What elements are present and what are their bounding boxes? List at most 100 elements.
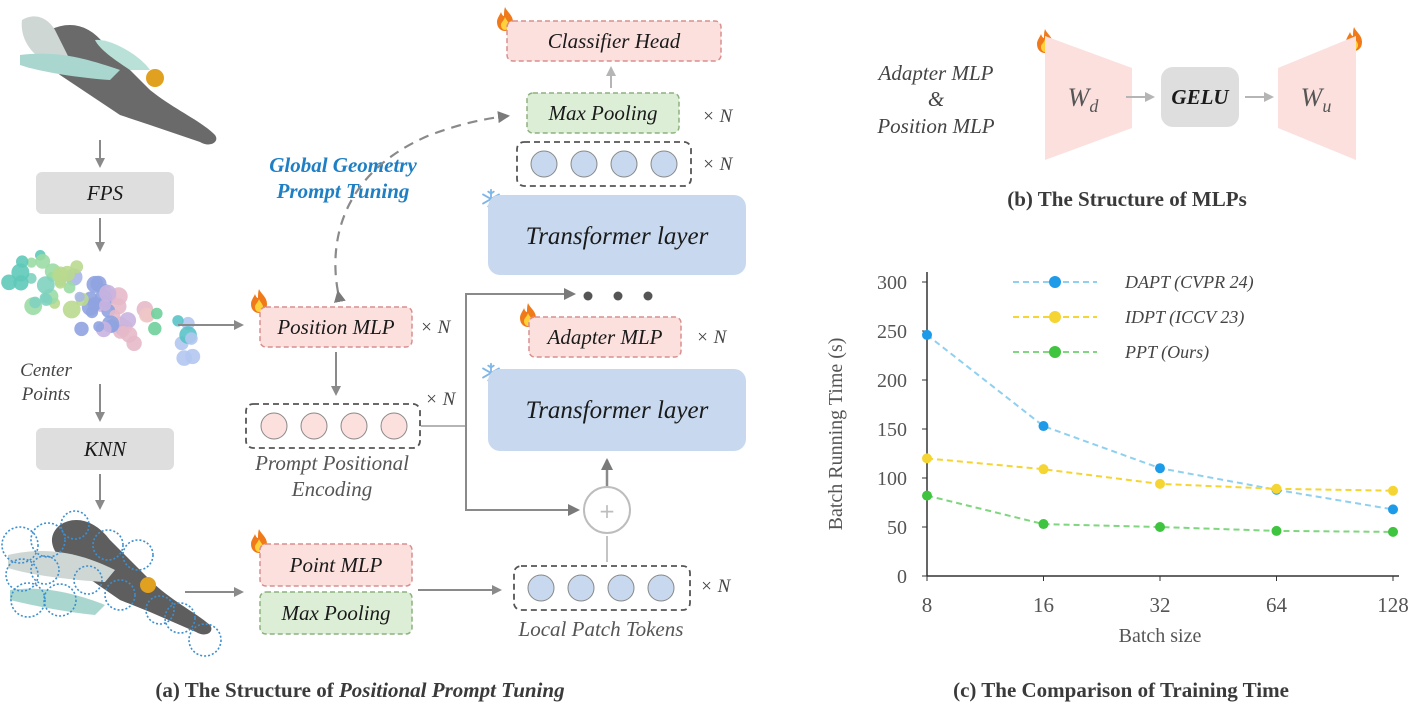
data-point — [1388, 526, 1398, 537]
center-point — [93, 321, 105, 332]
center-point — [62, 300, 81, 319]
y-axis-label: Batch Running Time (s) — [825, 338, 847, 531]
adapter-mlp-box — [528, 316, 682, 358]
legend-label: IDPT (ICCV 23) — [1124, 307, 1244, 328]
center-point — [54, 277, 66, 289]
transformer-layer-lower — [488, 369, 746, 451]
add-operator-symbol: + — [599, 499, 616, 523]
global-prompt-title-2: Prompt Tuning — [276, 179, 410, 203]
repeat-label: × N — [696, 327, 728, 348]
transformer-layer-upper — [488, 195, 746, 275]
series-line — [926, 494, 1394, 533]
x-tick-label: 32 — [1150, 593, 1171, 617]
adapter-mlp-label: Adapter MLP — [546, 325, 663, 349]
position-mlp-box — [259, 306, 413, 348]
data-point — [1271, 483, 1282, 494]
data-point — [1038, 519, 1049, 530]
airplane-patches-image — [1, 510, 222, 657]
add-operator-circle — [583, 486, 631, 534]
wu-trapezoid — [1278, 36, 1356, 160]
transformer-layer-upper-label: Transformer layer — [526, 223, 709, 250]
output-tokens-box — [516, 141, 692, 187]
fps-box — [36, 172, 174, 214]
dashed-curved-arrow — [333, 111, 510, 303]
x-axis-label: Batch size — [1119, 625, 1202, 647]
center-point — [148, 321, 162, 336]
y-tick-label: 100 — [877, 468, 907, 490]
y-tick-label: 50 — [887, 517, 907, 539]
patch-tokens-box — [513, 565, 691, 611]
center-point — [63, 281, 76, 294]
center-point — [181, 316, 195, 331]
knn-label: KNN — [83, 437, 127, 461]
prompt-encoding-box — [245, 403, 421, 449]
center-points-image — [1, 250, 201, 366]
legend-marker — [1049, 346, 1061, 358]
transformer-layer-lower-label: Transformer layer — [526, 397, 709, 424]
max-pooling-label-bottom: Max Pooling — [280, 601, 390, 625]
center-point — [119, 312, 137, 329]
center-point — [26, 257, 37, 268]
prompt-tokens — [260, 412, 408, 440]
data-point — [1155, 463, 1165, 474]
y-tick-label: 150 — [877, 419, 907, 441]
fps-label: FPS — [86, 181, 124, 205]
x-tick-label: 16 — [1033, 593, 1054, 617]
max-pooling-box-bottom — [259, 591, 413, 635]
caption-b: (b) The Structure of MLPs — [1007, 187, 1247, 211]
center-point — [29, 296, 41, 309]
data-point — [1038, 421, 1049, 432]
center-point — [36, 276, 55, 294]
data-point — [1155, 478, 1165, 489]
prompt-encoding-label-1: Prompt Positional — [254, 451, 409, 475]
center-points-label-2: Points — [21, 384, 71, 405]
airplane-point-cloud-image — [20, 16, 217, 145]
ellipsis-dots — [583, 291, 653, 301]
caption-a: (a) The Structure of Positional Prompt T… — [155, 678, 564, 702]
center-point — [99, 284, 117, 302]
repeat-label: × N — [420, 317, 452, 338]
center-point — [99, 299, 111, 312]
center-point — [39, 292, 50, 303]
data-point — [922, 453, 932, 464]
x-tick-label: 128 — [1377, 593, 1409, 617]
center-point — [139, 307, 155, 323]
repeat-label: × N — [702, 106, 734, 127]
data-point — [1388, 504, 1398, 515]
mlp-label-3: Position MLP — [876, 114, 994, 138]
max-pooling-box-top — [526, 92, 680, 134]
point-mlp-box — [259, 543, 413, 587]
wd-trapezoid — [1045, 36, 1132, 160]
center-point — [172, 315, 184, 327]
prompt-encoding-label-2: Encoding — [291, 477, 372, 501]
data-point — [1155, 522, 1165, 532]
gelu-label: GELU — [1171, 85, 1230, 109]
x-tick-label: 8 — [922, 593, 933, 617]
gelu-box — [1161, 67, 1239, 127]
patch-tokens — [527, 574, 675, 602]
center-point — [1, 274, 17, 291]
legend-label: DAPT (CVPR 24) — [1124, 272, 1254, 293]
repeat-label: × N — [700, 576, 732, 597]
data-point — [1271, 525, 1282, 536]
legend-label: PPT (Ours) — [1124, 342, 1209, 363]
y-tick-label: 250 — [877, 321, 907, 343]
repeat-label: × N — [425, 389, 457, 410]
caption-a-italic: Positional Prompt Tuning — [338, 678, 565, 702]
center-point — [11, 263, 30, 282]
caption-a-prefix: (a) The Structure of — [155, 678, 339, 702]
y-tick-label: 300 — [877, 272, 907, 294]
center-point — [185, 332, 198, 345]
classifier-head-box — [506, 20, 722, 62]
wu-label: Wu — [1301, 83, 1332, 116]
wd-label: Wd — [1068, 83, 1100, 116]
center-point — [87, 296, 102, 311]
output-tokens — [530, 150, 678, 178]
classifier-head-label: Classifier Head — [548, 29, 681, 53]
y-tick-label: 0 — [897, 566, 907, 588]
legend-marker — [1049, 311, 1061, 323]
data-point — [1038, 464, 1049, 475]
data-point — [1388, 485, 1398, 496]
